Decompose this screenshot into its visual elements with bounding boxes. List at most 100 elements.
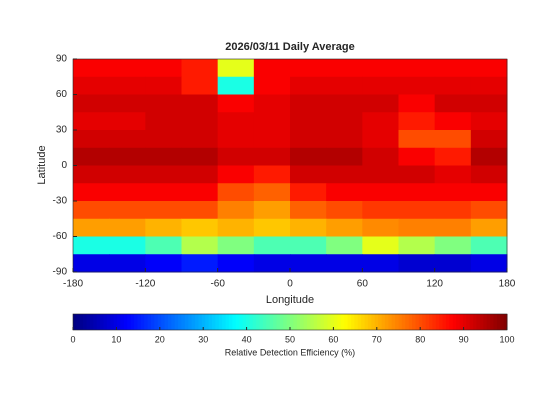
colorbar-swatch [184,314,189,330]
colorbar-swatch [398,314,403,330]
colorbar-swatch [137,314,142,330]
colorbar-swatch [103,314,108,330]
heat-cell [73,94,110,113]
heat-cell [398,165,436,184]
heat-cell [217,76,255,95]
heat-cell [73,147,110,166]
colorbar-tick-label: 80 [415,334,425,344]
heat-cell [470,76,508,95]
heat-cell [109,112,146,131]
colorbar-swatch [161,314,166,330]
colorbar-swatch [181,314,186,330]
heat-cell [434,147,472,166]
heat-cell [109,183,146,202]
colorbar-swatch [86,314,91,330]
heat-cell [145,218,182,237]
heat-cell [73,76,110,95]
colorbar-swatch [218,314,223,330]
colorbar-swatch [232,314,237,330]
colorbar-swatch [144,314,149,330]
colorbar-swatch [191,314,196,330]
heat-cell [181,165,219,184]
heat-cell [470,218,508,237]
colorbar-swatch [283,314,288,330]
x-axis-label: Longitude [266,294,314,306]
colorbar-tick-label: 20 [155,334,165,344]
colorbar-swatch [462,314,467,330]
heat-cell [73,59,110,78]
colorbar-swatch [361,314,366,330]
colorbar-tick-label: 60 [328,334,338,344]
heat-cell [73,201,110,220]
colorbar-swatch [110,314,115,330]
heat-cell [109,76,146,95]
heat-cell [326,254,363,273]
heat-cell [145,201,182,220]
colorbar-tick-label: 0 [70,334,75,344]
colorbar-swatch [408,314,413,330]
heat-cell [73,165,110,184]
heat-cell [362,147,399,166]
colorbar-swatch [290,314,294,330]
colorbar-swatch [476,314,481,330]
heat-cell [434,130,472,149]
heat-cell [290,130,327,149]
colorbar-swatch [106,314,111,330]
colorbar-swatch [496,314,501,330]
colorbar-swatch [239,314,244,330]
heat-cell [326,236,363,255]
heat-cell [109,218,146,237]
colorbar-swatch [178,314,182,330]
colorbar-swatch [469,314,474,330]
heat-cell [73,254,110,273]
heat-cell [217,130,255,149]
heat-cell [181,94,219,113]
colorbar-swatch [445,314,450,330]
colorbar-swatch [127,314,132,330]
colorbar-swatch [459,314,464,330]
x-tick-label: 180 [499,279,516,290]
colorbar-swatch [269,314,274,330]
colorbar-swatch [273,314,277,330]
colorbar-swatch [439,314,444,330]
colorbar-swatch [303,314,308,330]
colorbar-swatch [456,314,461,330]
heat-cell [109,94,146,113]
colorbar-swatch [188,314,193,330]
colorbar-swatch [286,314,291,330]
colorbar-swatch [388,314,393,330]
colorbar-swatch [208,314,213,330]
heat-cell [109,236,146,255]
colorbar-swatch [154,314,159,330]
heat-cell [290,236,327,255]
heat-cell [470,183,508,202]
colorbar-tick-label: 10 [111,334,121,344]
heat-cell [217,183,255,202]
colorbar-swatch [293,314,298,330]
colorbar-swatch [117,314,121,330]
heat-cell [253,130,291,149]
colorbar-swatch [262,314,267,330]
heat-cell [145,147,182,166]
colorbar-swatch [473,314,477,330]
colorbar-swatch [167,314,172,330]
heat-cell [326,112,363,131]
heat-cell [362,236,399,255]
colorbar-swatch [425,314,430,330]
colorbar-swatch [83,314,88,330]
heat-cell [398,254,436,273]
heat-cell [217,59,255,78]
heat-cell [290,147,327,166]
colorbar-swatch [300,314,305,330]
heat-cell [398,183,436,202]
colorbar-swatch [330,314,335,330]
colorbar-swatch [354,314,359,330]
heat-cell [362,254,399,273]
colorbar-swatch [130,314,135,330]
heat-cell [145,94,182,113]
colorbar-tick-label: 30 [198,334,208,344]
colorbar-swatch [242,314,247,330]
colorbar-swatch [486,314,491,330]
heat-cell [145,183,182,202]
heat-cell [181,254,219,273]
